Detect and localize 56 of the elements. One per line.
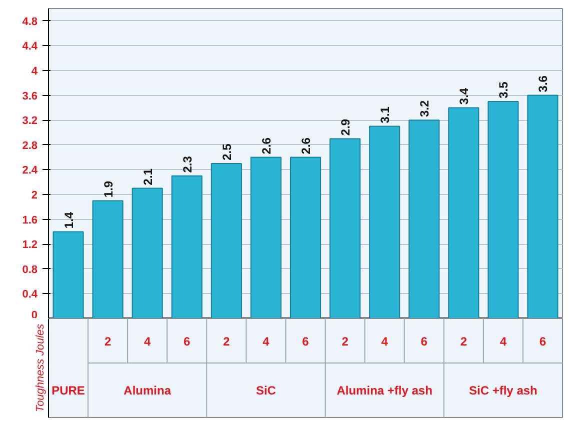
- data-label: 2.5: [220, 143, 234, 160]
- bar: [52, 231, 84, 318]
- y-tick-label: 1.6: [22, 214, 38, 226]
- y-tick-label: 4.4: [22, 40, 38, 53]
- text: Alumina +fly ash: [336, 383, 432, 398]
- bar: [250, 156, 282, 318]
- bar: [448, 107, 480, 318]
- y-tick-label: 3.2: [22, 115, 38, 128]
- y-tick-label: 2.4: [22, 164, 38, 177]
- x-tick-label: 2: [223, 334, 230, 348]
- x-tick-label: 2: [460, 334, 468, 348]
- x-tick-label: 6: [539, 334, 546, 348]
- bar: [290, 156, 322, 318]
- text: Alumina: [124, 383, 172, 398]
- y-tick-label: 3.6: [22, 90, 38, 102]
- text: PURE: [52, 383, 85, 398]
- data-label: 2.1: [140, 168, 155, 186]
- x-tick-label: 6: [184, 334, 191, 348]
- data-label: 3.5: [496, 81, 511, 98]
- y-tick-label: 1.2: [22, 239, 38, 252]
- bar: [527, 94, 558, 318]
- text: SiC: [256, 383, 276, 398]
- text: SiC +fly ash: [469, 383, 538, 398]
- x-tick-label: 2: [342, 334, 349, 348]
- data-label: 3.4: [457, 88, 472, 105]
- bar: [369, 126, 400, 318]
- x-tick-label: 6: [302, 334, 310, 348]
- bar: [408, 120, 440, 318]
- bar: [132, 188, 163, 318]
- data-label: 3.1: [378, 106, 392, 124]
- y-axis-title: Toughness Joules: [34, 323, 46, 412]
- x-tick-label: 4: [500, 334, 507, 348]
- data-label: 1.4: [62, 212, 76, 229]
- x-tick-label: 4: [144, 334, 152, 348]
- x-tick-label: 2: [104, 334, 112, 348]
- y-tick-label: 0.4: [22, 288, 38, 301]
- data-label: 3.2: [418, 100, 432, 117]
- bar: [210, 163, 242, 318]
- bar: [330, 138, 361, 318]
- bar: [488, 101, 519, 318]
- y-tick-label: 4: [31, 66, 38, 78]
- y-tick-label: 0.8: [22, 264, 38, 276]
- data-label: 2.9: [338, 118, 353, 136]
- data-label: 2.3: [180, 156, 194, 173]
- data-label: 1.9: [101, 180, 116, 198]
- x-tick-label: 4: [381, 334, 388, 348]
- x-tick-label: 6: [420, 334, 428, 348]
- y-tick-label: 2: [31, 190, 38, 202]
- x-tick-label: 4: [262, 334, 270, 348]
- y-tick-label: 4.8: [22, 16, 38, 28]
- y-tick-label: 2.8: [22, 140, 38, 152]
- data-label: 2.6: [299, 137, 313, 154]
- data-label: 3.6: [536, 75, 550, 92]
- bar: [92, 200, 124, 318]
- bar: [171, 175, 202, 318]
- data-label: 2.6: [259, 137, 274, 154]
